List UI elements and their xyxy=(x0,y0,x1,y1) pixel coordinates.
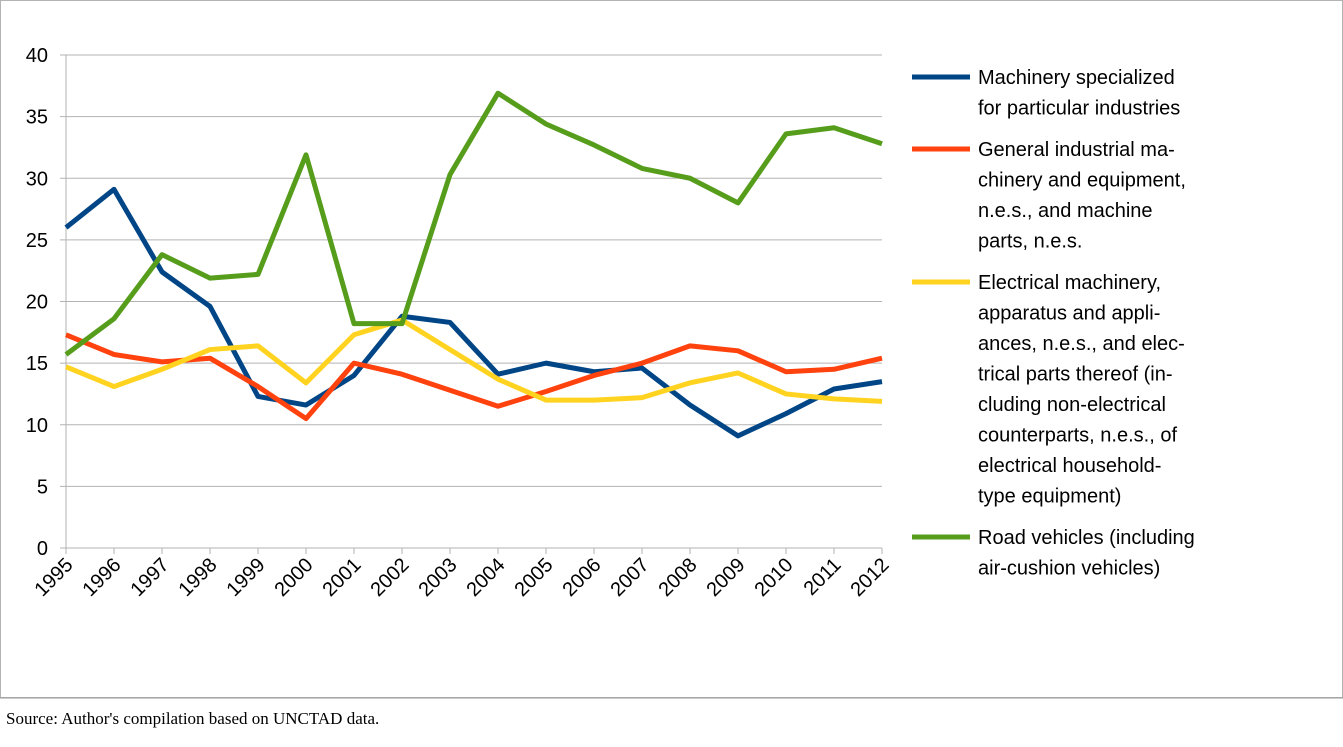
legend-label: Road vehicles (including air-cushion vehi… xyxy=(978,527,1195,580)
y-tick-label: 25 xyxy=(26,230,48,252)
y-tick-label: 0 xyxy=(37,538,48,560)
x-tick-label: 2000 xyxy=(271,554,318,601)
x-tick-label: 1998 xyxy=(175,554,222,601)
x-tick-label: 2012 xyxy=(847,554,894,601)
x-tick-label: 1999 xyxy=(223,554,270,601)
legend-label: Electrical machinery, apparatus and appli… xyxy=(978,272,1185,508)
x-tick-label: 2007 xyxy=(607,554,654,601)
y-tick-label: 35 xyxy=(26,107,48,129)
x-tick-label: 2003 xyxy=(415,554,462,601)
x-tick-label: 2004 xyxy=(463,554,510,601)
y-tick-label: 15 xyxy=(26,353,48,375)
y-tick-label: 30 xyxy=(26,168,48,190)
y-tick-label: 20 xyxy=(26,292,48,314)
x-tick-label: 2006 xyxy=(559,554,606,601)
x-tick-label: 1996 xyxy=(79,554,126,601)
x-tick-label: 2002 xyxy=(367,554,414,601)
source-note: Source: Author's compilation based on UN… xyxy=(6,709,379,728)
x-tick-label: 2001 xyxy=(319,554,366,601)
x-tick-label: 2005 xyxy=(511,554,558,601)
x-tick-label: 2010 xyxy=(751,554,798,601)
series-line xyxy=(65,332,883,422)
x-tick-label: 2009 xyxy=(703,554,750,601)
y-tick-label: 5 xyxy=(37,476,48,498)
series-line xyxy=(64,90,883,357)
legend-label: General industrial ma-chinery and equipm… xyxy=(978,139,1186,253)
x-tick-label: 2008 xyxy=(655,554,702,601)
x-tick-label: 2011 xyxy=(800,554,846,600)
series-line xyxy=(64,186,883,439)
legend-label: Machinery specialized for particular indu… xyxy=(978,67,1180,120)
series-line xyxy=(65,317,883,404)
x-tick-label: 1995 xyxy=(31,554,78,601)
y-tick-label: 10 xyxy=(26,415,48,437)
x-tick-label: 1997 xyxy=(127,554,174,601)
y-tick-label: 40 xyxy=(26,45,48,67)
